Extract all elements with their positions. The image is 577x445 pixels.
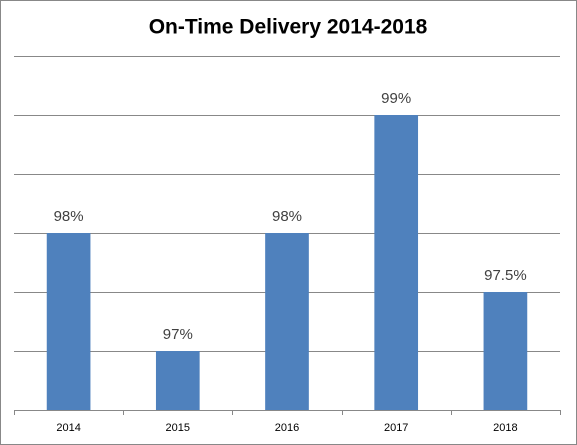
x-tick-label: 2017 bbox=[384, 422, 408, 434]
x-tick-label: 2016 bbox=[275, 422, 299, 434]
data-label: 97.5% bbox=[484, 267, 527, 284]
chart-title: On-Time Delivery 2014-2018 bbox=[149, 16, 428, 39]
bar bbox=[483, 292, 528, 410]
bar bbox=[155, 351, 200, 410]
data-label: 99% bbox=[381, 90, 411, 107]
bar bbox=[374, 115, 419, 410]
x-tick-label: 2015 bbox=[166, 422, 190, 434]
data-label: 97% bbox=[163, 326, 193, 343]
x-tick-label: 2014 bbox=[56, 422, 80, 434]
data-label: 98% bbox=[54, 208, 84, 225]
bar bbox=[46, 233, 91, 410]
bar bbox=[265, 233, 309, 410]
data-label: 98% bbox=[272, 208, 302, 225]
x-tick-label: 2018 bbox=[493, 422, 517, 434]
